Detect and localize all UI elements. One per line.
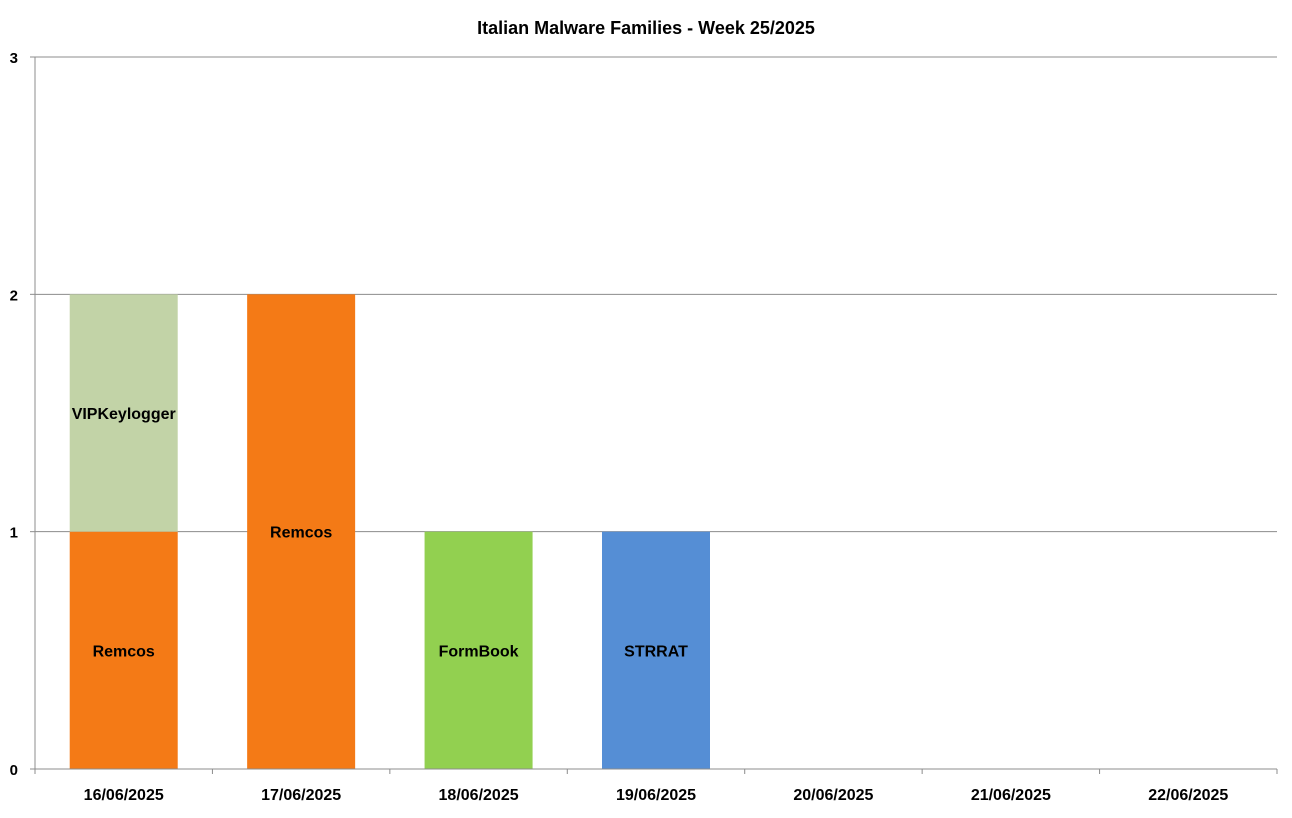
data-label: Remcos: [270, 525, 332, 542]
chart-title: Italian Malware Families - Week 25/2025: [477, 18, 815, 38]
labels: 0 1 2 3 Remcos VIPKeylogger Remcos FormBook STRR…: [10, 50, 1229, 804]
x-tick-label: 19/06/2025: [616, 787, 696, 804]
data-label: VIPKeylogger: [72, 406, 176, 423]
data-label: Remcos: [93, 643, 155, 660]
x-tick-label: 20/06/2025: [793, 787, 873, 804]
y-tick-label: 1: [10, 525, 18, 542]
y-tick-label: 3: [10, 50, 18, 67]
data-label: STRRAT: [624, 643, 688, 660]
y-tick-label: 2: [10, 287, 18, 304]
x-tick-label: 22/06/2025: [1148, 787, 1228, 804]
bar-segment: [424, 531, 533, 769]
axes: [30, 56, 1278, 774]
x-tick-label: 16/06/2025: [84, 787, 164, 804]
gridlines: [35, 56, 1277, 533]
bars: [69, 294, 710, 769]
bar-segment: [69, 531, 178, 769]
y-tick-label: 0: [10, 762, 18, 779]
x-tick-label: 17/06/2025: [261, 787, 341, 804]
data-label: FormBook: [439, 643, 519, 660]
bar-segment: [69, 294, 178, 532]
x-tick-label: 21/06/2025: [971, 787, 1051, 804]
x-tick-label: 18/06/2025: [439, 787, 519, 804]
bar-segment: [602, 531, 710, 769]
bar-segment: [247, 294, 356, 769]
